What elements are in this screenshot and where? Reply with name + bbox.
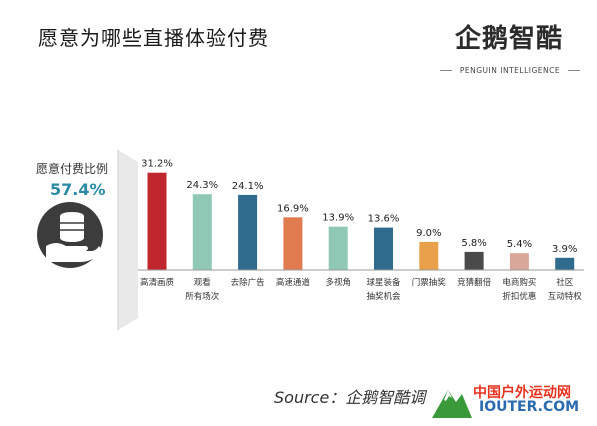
bar [374,227,393,270]
category-label: 高清画质 [140,277,175,288]
category-label: 去除广告 [231,277,265,288]
bar [328,226,348,270]
watermark-url: IOUTER.COM [479,399,580,415]
category-label: 抽奖机会 [366,291,401,302]
bar [147,172,167,270]
bar-value-label: 24.3% [186,180,218,191]
category-label: 所有场次 [185,291,220,302]
bar-value-label: 5.4% [507,239,532,250]
category-label: 互动特权 [548,291,583,302]
watermark-text: 中国户外运动网 [473,385,571,401]
bar-value-label: 24.1% [232,181,264,192]
source-note: Source：企鹅智酷调 [274,388,426,407]
bar-value-label: 3.9% [552,244,577,255]
bar-value-label: 31.2% [141,159,173,170]
summary-label: 愿意付费比例 [36,162,109,176]
category-label: 多视角 [325,277,351,288]
bar [238,194,258,270]
category-label: 电商购买 [502,277,536,288]
category-label: 竞猜翻倍 [457,277,492,288]
category-label: 门票抽奖 [412,277,447,288]
category-label: 高速通道 [276,277,311,288]
bar [509,253,529,270]
chart-title: 愿意为哪些直播体验付费 [38,26,269,50]
bars-group [147,172,575,270]
bar [555,257,575,270]
mountain-icon [432,390,472,418]
bar-value-label: 16.9% [277,203,309,214]
category-label: 社区 [556,277,574,288]
bar-value-label: 5.8% [461,238,486,249]
bar-value-label: 13.9% [322,213,354,224]
bar [464,251,484,270]
logo-divider [568,70,580,71]
bar [419,241,439,270]
bar [283,217,303,270]
brand-subtitle: PENGUIN INTELLIGENCE [459,66,561,75]
bar [192,194,212,270]
category-label: 球星装备 [366,277,401,288]
hand-coins-icon [37,202,103,268]
bar-value-label: 13.6% [368,214,400,225]
category-label: 折扣优惠 [502,291,536,302]
bar-value-label: 9.0% [416,228,441,239]
brand-logo: 企鹅智酷 [455,24,564,54]
category-label: 观看 [194,277,211,288]
logo-divider [440,70,452,71]
summary-value: 57.4% [50,180,106,199]
chart-bracket [118,150,138,330]
